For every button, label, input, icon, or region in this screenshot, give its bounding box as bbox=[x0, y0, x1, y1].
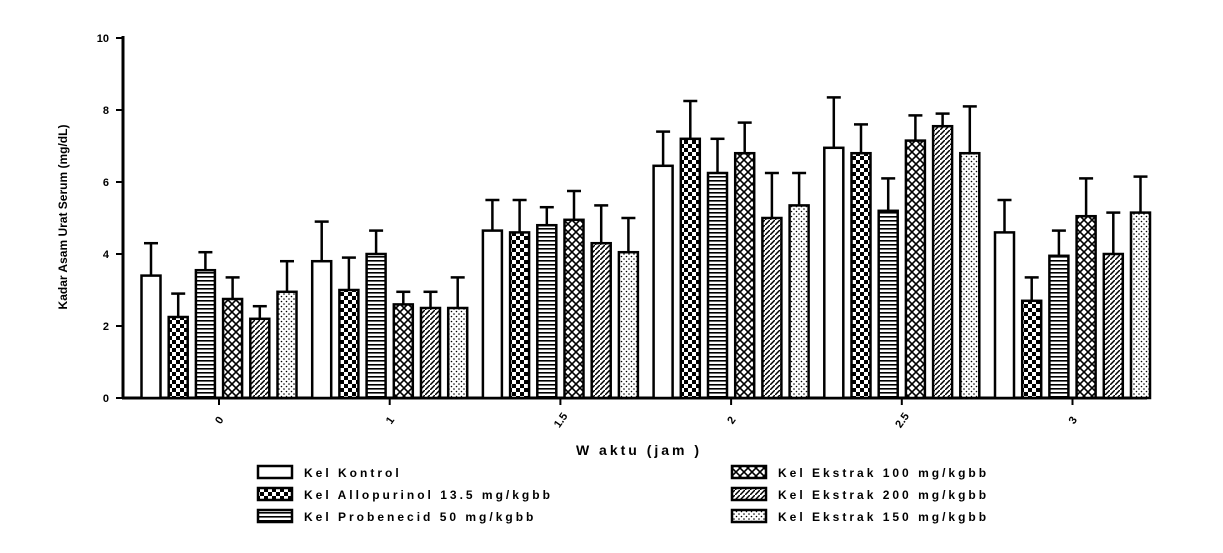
legend-swatch bbox=[256, 508, 294, 524]
bar bbox=[904, 139, 927, 400]
legend-label: Kel Probenecid 50 mg/kgbb bbox=[304, 510, 536, 524]
legend-label: Kel Allopurinol 13.5 mg/kgbb bbox=[304, 488, 553, 502]
bar bbox=[850, 151, 872, 400]
bar bbox=[993, 231, 1016, 400]
bar bbox=[338, 288, 360, 400]
bar bbox=[194, 268, 217, 400]
bar bbox=[1129, 211, 1152, 400]
y-tick-label: 0 bbox=[103, 393, 109, 405]
bar bbox=[419, 306, 442, 400]
bar bbox=[481, 229, 504, 400]
bar bbox=[761, 216, 783, 400]
bar bbox=[221, 297, 244, 400]
bar bbox=[733, 151, 756, 400]
bar bbox=[392, 303, 415, 400]
x-tick-label: 1.5 bbox=[552, 411, 571, 430]
bar bbox=[365, 252, 387, 400]
bar bbox=[1048, 254, 1070, 400]
bar bbox=[679, 137, 702, 400]
bars-group bbox=[140, 96, 1152, 400]
bar bbox=[276, 290, 298, 400]
bar bbox=[590, 241, 612, 400]
x-ticks: 0 1 1.5 2 2.5 3 bbox=[213, 398, 1080, 430]
legend-swatch bbox=[256, 464, 294, 480]
legend-swatch bbox=[730, 486, 768, 502]
y-tick-label: 2 bbox=[103, 321, 109, 333]
y-tick-label: 10 bbox=[97, 33, 109, 45]
bar bbox=[706, 171, 729, 400]
x-axis-title: W aktu (jam ) bbox=[576, 442, 702, 458]
bar bbox=[652, 164, 674, 400]
legend-label: Kel Ekstrak 150 mg/kgbb bbox=[778, 510, 989, 524]
x-tick-label: 1 bbox=[384, 415, 397, 427]
legend-swatch bbox=[256, 486, 294, 502]
y-tick-label: 4 bbox=[103, 249, 110, 261]
bar bbox=[446, 306, 469, 400]
y-tick-label: 6 bbox=[103, 177, 109, 189]
y-tick-label: 8 bbox=[103, 105, 109, 117]
legend-label: Kel Ekstrak 100 mg/kgbb bbox=[778, 466, 989, 480]
y-ticks: 0 2 4 6 8 10 bbox=[97, 33, 123, 405]
bar bbox=[877, 209, 899, 400]
legend: Kel Kontrol Kel Allopurinol 13.5 mg/kgbb K… bbox=[256, 464, 989, 524]
legend-swatch bbox=[730, 508, 768, 524]
bar bbox=[959, 151, 981, 400]
bar bbox=[536, 223, 558, 400]
bar bbox=[1102, 252, 1125, 400]
x-tick-label: 3 bbox=[1067, 415, 1080, 427]
bar bbox=[310, 259, 333, 400]
bar bbox=[617, 250, 640, 400]
x-tick-label: 2.5 bbox=[893, 411, 912, 430]
bar bbox=[931, 124, 954, 400]
bar bbox=[1020, 299, 1043, 400]
x-tick-label: 2 bbox=[725, 415, 738, 427]
bar bbox=[563, 218, 585, 400]
y-axis-title: Kadar Asam Urat Serum (mg/dL) bbox=[56, 125, 70, 310]
bar bbox=[1075, 214, 1097, 400]
legend-label: Kel Ekstrak 200 mg/kgbb bbox=[778, 488, 989, 502]
legend-swatch bbox=[730, 464, 768, 480]
legend-label: Kel Kontrol bbox=[304, 466, 402, 480]
bar bbox=[167, 315, 189, 400]
bar bbox=[508, 231, 531, 400]
bar bbox=[249, 317, 271, 400]
bar bbox=[788, 204, 810, 400]
x-tick-label: 0 bbox=[213, 415, 226, 427]
bar bbox=[140, 274, 162, 400]
bar bbox=[823, 146, 845, 400]
